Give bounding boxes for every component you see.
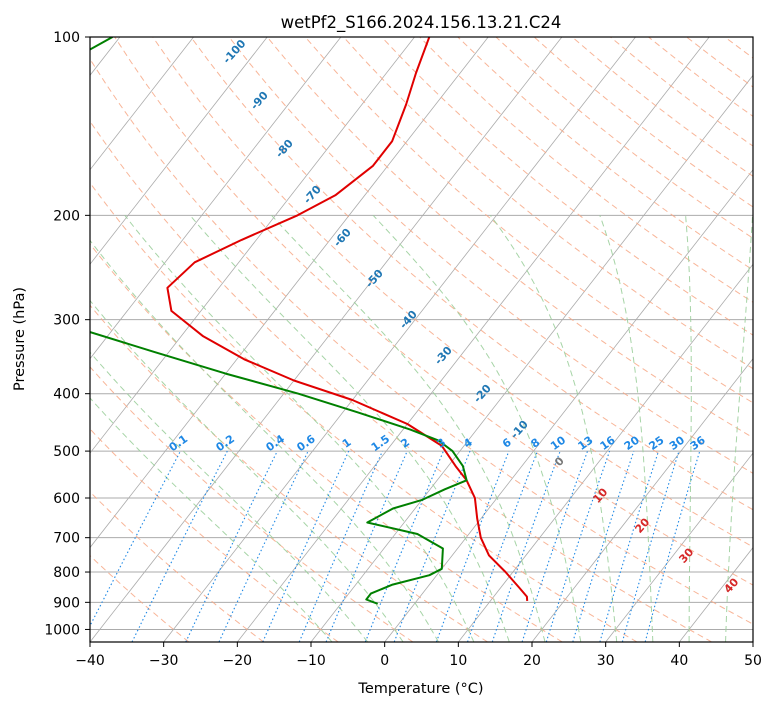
isotherm-line [163,37,636,642]
isotherm-line [90,37,415,454]
x-tick-label: −10 [296,653,326,669]
y-tick-label: 1000 [44,622,80,638]
mixing-ratio-line [599,450,660,642]
dewpoint-line [90,37,468,605]
moist-adiabat-line [725,215,753,642]
isotherm-line [458,263,753,642]
dry-adiabat-line [763,37,775,642]
isotherm-line [752,641,753,642]
x-tick-label: −40 [75,653,105,669]
x-tick-label: 50 [744,653,762,669]
series-lines [90,37,529,605]
mixing-ratio-line [491,450,561,642]
chart-title: wetPf2_S166.2024.156.13.21.C24 [281,13,562,33]
moist-adiabat-line [90,299,404,642]
mixing-ratio-line [521,450,589,642]
y-axis-title: Pressure (hPa) [12,287,28,391]
moist-adiabat-line [271,214,546,642]
isotherm-line [531,358,753,642]
y-axis: 100 200 300 400 500 600 700 800 900 1000 [44,30,90,638]
moist-adiabat-line [489,215,618,642]
isotherm-line [90,37,563,642]
dry-adiabat-line [90,58,753,625]
isotherm-line [310,74,753,642]
dry-adiabat-line [90,243,563,642]
moist-adiabat-line [599,215,654,642]
dry-adiabat-line [90,366,414,642]
x-tick-label: −30 [149,653,179,669]
isotherm-line [237,37,710,642]
dry-adiabat-line [228,37,753,474]
x-tick-label: 30 [597,653,615,669]
y-tick-label: 900 [53,595,80,611]
dry-adiabat-line [381,37,753,336]
x-tick-label: 10 [449,653,467,669]
mixing-ratio-line [298,450,384,642]
x-axis: −40 −30 −20 −10 0 10 20 30 40 50 [75,642,762,669]
y-tick-label: 600 [53,491,80,507]
x-tick-label: −20 [223,653,253,669]
dry-adiabat-line [190,37,753,511]
moist-adiabat-line [90,351,369,642]
mixing-ratio-line [435,450,510,642]
moist-adiabat-line [90,239,439,642]
mixing-ratio-line [131,450,228,642]
mixing-ratio-line [466,450,538,642]
x-axis-title: Temperature (°C) [357,681,483,697]
isotherm-line [384,169,753,642]
isotherm-line [605,452,753,642]
mixing-ratio-line [325,450,408,642]
isotherm-line [90,37,489,549]
dry-adiabat-line [90,181,638,642]
plot-frame [89,36,754,643]
plot-background [90,37,753,642]
dry-adiabat-line [90,304,488,642]
mixing-ratio-line [644,450,701,642]
y-tick-label: 300 [53,313,80,329]
x-tick-label: 0 [380,653,389,669]
y-tick-label: 400 [53,387,80,403]
mixing-ratio-line [393,450,471,642]
moist-adiabat-line [90,397,333,642]
dry-adiabat-line [90,554,190,642]
y-tick-label: 500 [53,444,80,460]
mixing-ratio-line [621,450,680,642]
y-tick-label: 700 [53,531,80,547]
mixing-ratio-line [364,450,444,642]
y-tick-label: 800 [53,565,80,581]
isotherm-line [90,37,342,360]
x-tick-label: 20 [523,653,541,669]
dry-adiabat-line [90,120,712,642]
mixing-ratio-line [545,450,611,642]
y-tick-label: 200 [53,208,80,224]
isotherm-line [90,37,194,171]
moist-adiabat-line [685,215,692,642]
dry-adiabat-line [114,37,753,586]
mixing-ratio-line [572,450,635,642]
dry-adiabat-line [152,37,753,548]
y-tick-label: 100 [53,30,80,46]
temperature-line [166,37,529,601]
mixing-ratio-line [262,450,350,642]
background-lines [90,37,775,642]
isotherm-line [90,37,268,265]
dry-adiabat-line [90,428,339,642]
dry-adiabat-line [419,37,753,303]
x-tick-label: 40 [670,653,688,669]
